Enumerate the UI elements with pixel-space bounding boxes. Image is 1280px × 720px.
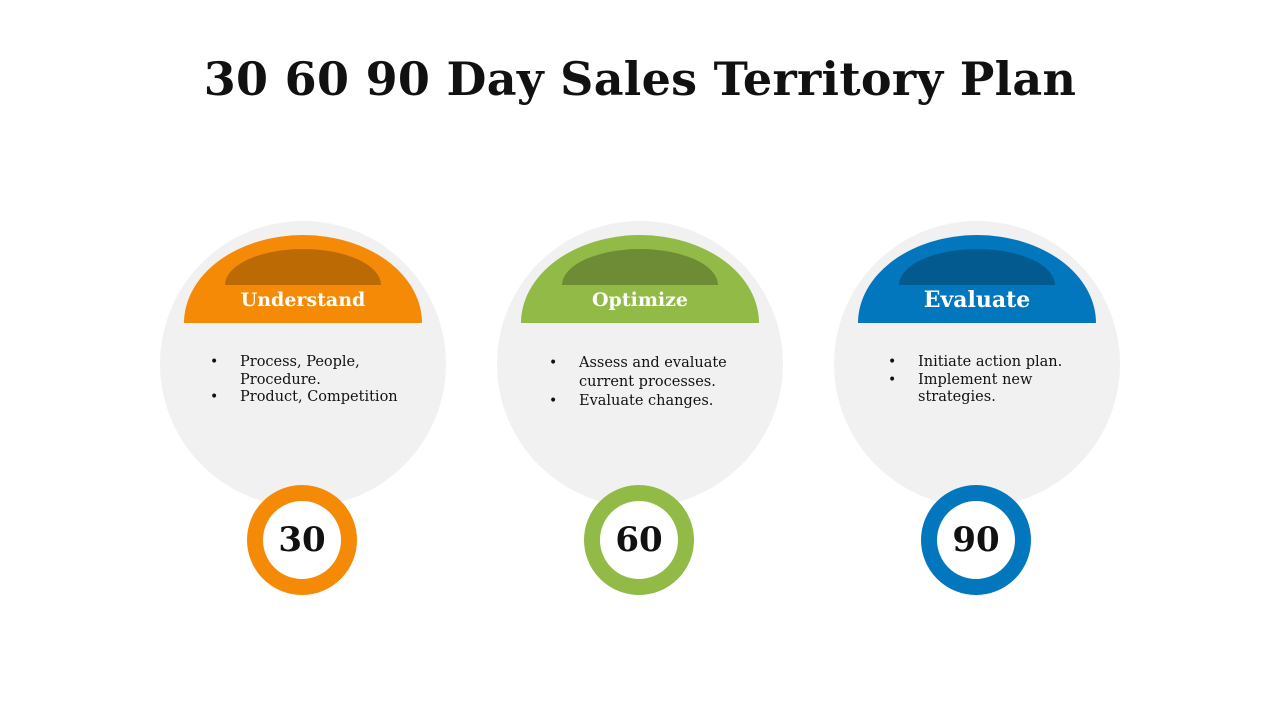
phase-header-inner-dome	[562, 249, 718, 285]
phase-label: Understand	[240, 289, 366, 311]
phase-number-ring: 60	[584, 485, 694, 595]
phase-bullet-list: Initiate action plan. Implement new stra…	[888, 354, 1098, 407]
phase-number-ring: 30	[247, 485, 357, 595]
bullet-item: Process, People, Procedure.	[210, 354, 360, 389]
phase-card-60: Optimize Assess and evaluate current pro…	[497, 221, 783, 601]
phase-number: 30	[278, 520, 326, 560]
bullet-item: Product, Competition	[210, 389, 420, 407]
phase-header-inner-dome	[899, 249, 1055, 285]
phase-label: Evaluate	[923, 287, 1031, 313]
phase-card-90: Evaluate Initiate action plan. Implement…	[834, 221, 1120, 601]
phase-number: 90	[952, 520, 1000, 560]
page-title: 30 60 90 Day Sales Territory Plan	[203, 52, 1077, 106]
bullet-item: Initiate action plan.	[888, 354, 1098, 372]
phase-label: Optimize	[591, 289, 689, 311]
bullet-item: Evaluate changes.	[549, 392, 739, 411]
phase-bullet-list: Assess and evaluate current processes. E…	[549, 354, 739, 411]
bullet-item: Assess and evaluate current processes.	[549, 354, 729, 392]
phase-card-30: Understand Process, People, Procedure. P…	[160, 221, 446, 601]
phase-number: 60	[615, 520, 663, 560]
phase-number-ring: 90	[921, 485, 1031, 595]
phase-bullet-list: Process, People, Procedure. Product, Com…	[210, 354, 420, 407]
phase-header-inner-dome	[225, 249, 381, 285]
bullet-item: Implement new strategies.	[888, 372, 1038, 407]
